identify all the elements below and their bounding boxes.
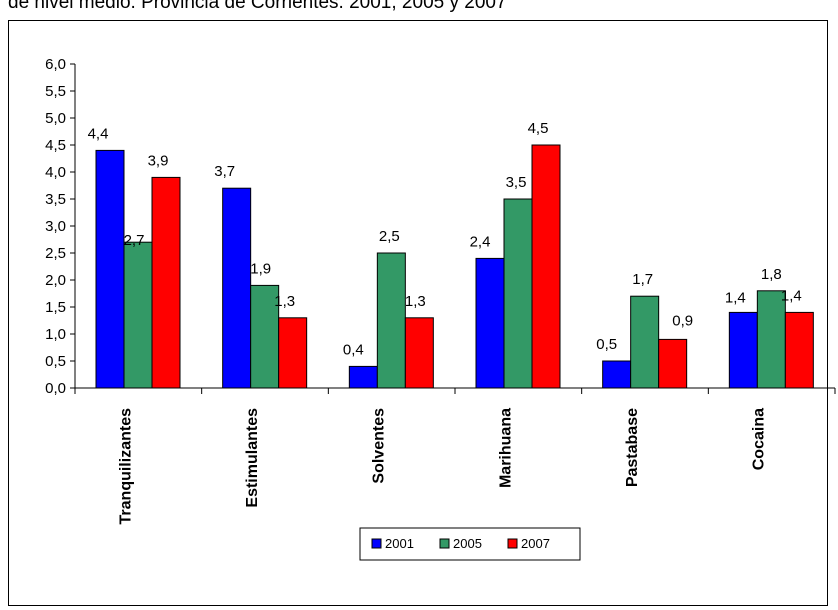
data-label: 4,5 xyxy=(528,120,549,137)
data-label: 2,5 xyxy=(379,228,400,245)
data-label: 3,9 xyxy=(148,152,169,169)
chart-title: de nivel medio. Provincia de Corrientes.… xyxy=(8,0,507,13)
data-label: 1,8 xyxy=(761,266,782,283)
y-tick-label: 4,5 xyxy=(45,137,66,154)
y-tick-label: 6,0 xyxy=(45,56,66,73)
y-tick-label: 0,5 xyxy=(45,353,66,370)
data-label: 4,4 xyxy=(88,125,109,142)
bar-2005-estimulantes xyxy=(250,284,280,389)
bar-2005-cocaina xyxy=(756,290,786,389)
y-tick-label: 3,0 xyxy=(45,218,66,235)
x-category-label: Estimulantes xyxy=(244,408,261,508)
x-category-label: Tranquilizantes xyxy=(117,408,134,525)
bar-2001-solventes xyxy=(348,365,378,389)
bar-2007-tranquilizantes xyxy=(151,176,181,389)
data-label: 1,4 xyxy=(781,287,802,304)
bar-2007-marihuana xyxy=(531,144,561,389)
y-tick-label: 0,0 xyxy=(45,380,66,397)
bar-2001-estimulantes xyxy=(222,187,252,389)
data-label: 2,7 xyxy=(124,232,145,249)
x-category-label: Solventes xyxy=(371,408,388,484)
x-category-label: Marihuana xyxy=(497,408,514,488)
legend-label-2001: 2001 xyxy=(385,536,414,551)
legend-label-2005: 2005 xyxy=(453,536,482,551)
data-label: 1,3 xyxy=(274,293,295,310)
bar-2007-pastabase xyxy=(658,338,688,389)
bar-2001-marihuana xyxy=(475,257,505,389)
x-category-label: Cocaina xyxy=(751,408,768,470)
data-label: 1,9 xyxy=(250,260,271,277)
bar-2001-pastabase xyxy=(602,360,632,389)
x-category-label: Pastabase xyxy=(624,408,641,487)
bar-2007-estimulantes xyxy=(278,317,308,389)
data-label: 0,9 xyxy=(672,312,693,329)
bar-2005-tranquilizantes xyxy=(123,241,153,389)
bar-2007-solventes xyxy=(404,317,434,389)
y-tick-label: 1,0 xyxy=(45,326,66,343)
y-tick-label: 2,5 xyxy=(45,245,66,262)
bar-2001-tranquilizantes xyxy=(95,149,125,389)
y-tick-label: 3,5 xyxy=(45,191,66,208)
bar-2001-cocaina xyxy=(728,311,758,389)
data-label: 3,5 xyxy=(506,174,527,191)
data-label: 1,4 xyxy=(725,289,746,306)
data-label: 1,7 xyxy=(632,271,653,288)
legend-box xyxy=(359,527,581,561)
data-label: 3,7 xyxy=(214,163,235,180)
legend-swatch-2005 xyxy=(439,538,450,549)
bar-2005-solventes xyxy=(376,252,406,389)
bar-2007-cocaina xyxy=(784,311,814,389)
y-tick-label: 1,5 xyxy=(45,299,66,316)
y-tick-label: 5,5 xyxy=(45,83,66,100)
data-label: 0,5 xyxy=(596,336,617,353)
bar-2005-marihuana xyxy=(503,198,533,389)
legend-swatch-2001 xyxy=(371,538,382,549)
data-label: 1,3 xyxy=(405,293,426,310)
y-tick-label: 4,0 xyxy=(45,164,66,181)
data-label: 0,4 xyxy=(343,341,364,358)
bar-2005-pastabase xyxy=(630,295,660,389)
legend-label-2007: 2007 xyxy=(521,536,550,551)
data-label: 2,4 xyxy=(470,233,491,250)
y-tick-label: 2,0 xyxy=(45,272,66,289)
legend-swatch-2007 xyxy=(507,538,518,549)
y-tick-label: 5,0 xyxy=(45,110,66,127)
